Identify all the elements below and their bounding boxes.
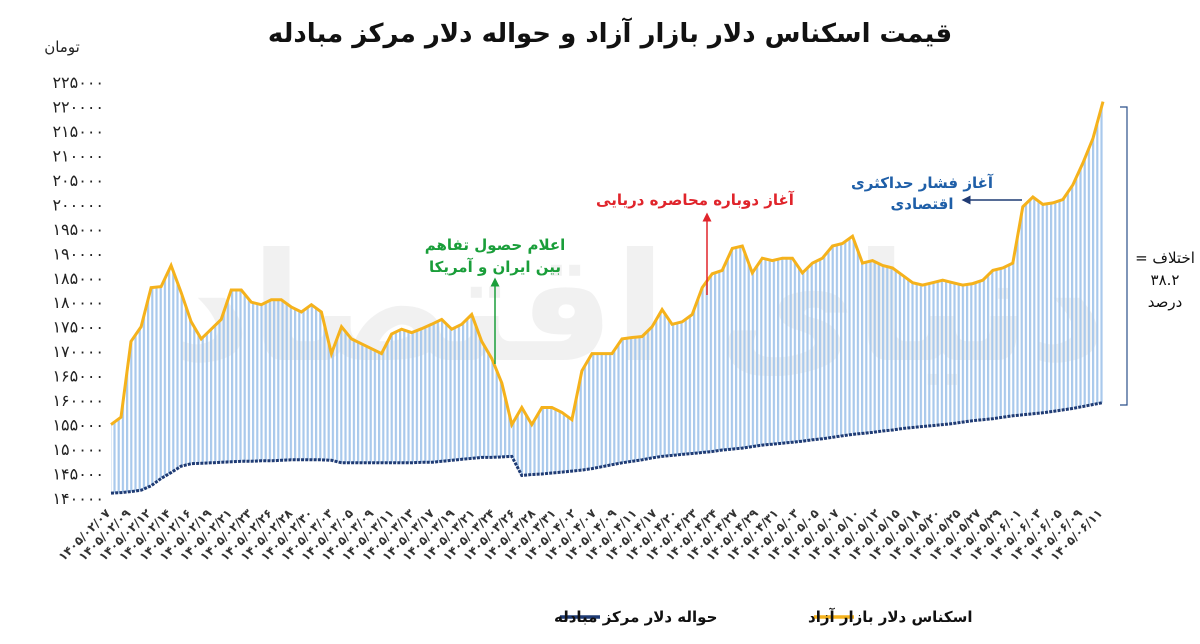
y-tick-label: ۱۶۰۰۰۰ [52, 391, 104, 410]
y-tick-label: ۱۷۵۰۰۰ [52, 318, 104, 337]
y-tick-label: ۲۱۵۰۰۰ [52, 122, 104, 141]
annotation-agreement-line1: اعلام حصول تفاهم [425, 236, 565, 254]
difference-bracket: اختلاف = ۳۸.۲ درصد [1120, 106, 1195, 406]
legend-label-free-market: اسکناس دلار بازار آزاد [808, 608, 973, 626]
legend: اسکناس دلار بازار آزاد حواله دلار مرکز م… [554, 608, 973, 626]
y-tick-label: ۱۵۵۰۰۰ [52, 416, 104, 435]
y-tick-label: ۲۲۰۰۰۰ [52, 98, 104, 117]
y-tick-label: ۲۰۵۰۰۰ [52, 171, 104, 190]
y-tick-label: ۱۸۰۰۰۰ [52, 293, 104, 312]
annotation-max-pressure: آغاز فشار حداکثری اقتصادی [851, 174, 1022, 213]
x-axis-ticks: ۱۴۰۵/۰۲/۰۷۱۴۰۵/۰۲/۰۹۱۴۰۵/۰۲/۱۲۱۴۰۵/۰۲/۱۴… [56, 506, 1106, 564]
y-tick-label: ۱۹۵۰۰۰ [52, 220, 104, 239]
y-axis-unit: تومان [44, 38, 80, 56]
annotation-agreement-line2: بین ایران و آمریکا [429, 258, 561, 276]
difference-bracket-line [1120, 106, 1128, 406]
annotation-agreement: اعلام حصول تفاهم بین ایران و آمریکا [425, 236, 565, 364]
y-tick-label: ۲۰۰۰۰۰ [52, 195, 104, 214]
y-tick-label: ۲۲۵۰۰۰ [52, 73, 104, 92]
annotation-max-pressure-line2: اقتصادی [891, 195, 954, 213]
legend-label-official: حواله دلار مرکز مبادله [554, 608, 717, 626]
y-axis-ticks: ۲۲۵۰۰۰ ۲۲۰۰۰۰ ۲۱۵۰۰۰ ۲۱۰۰۰۰ ۲۰۵۰۰۰ ۲۰۰۰۰۰ ۱۹۵۰… [52, 73, 104, 508]
difference-unit: درصد [1148, 293, 1183, 311]
y-tick-label: ۱۶۵۰۰۰ [52, 367, 104, 386]
y-tick-label: ۱۸۵۰۰۰ [52, 269, 104, 288]
series-line-official [110, 401, 1104, 495]
y-tick-label: ۱۷۰۰۰۰ [52, 342, 104, 361]
annotation-blockade-text: آغاز دوباره محاصره دریایی [596, 191, 795, 209]
difference-value: ۳۸.۲ [1151, 271, 1180, 289]
y-tick-label: ۲۱۰۰۰۰ [52, 146, 104, 165]
y-tick-label: ۱۹۰۰۰۰ [52, 244, 104, 263]
annotation-blockade: آغاز دوباره محاصره دریایی [596, 191, 795, 295]
spread-area [111, 101, 1103, 494]
series-line-free-market [110, 101, 1105, 429]
y-tick-label: ۱۵۰۰۰۰ [52, 440, 104, 459]
annotation-max-pressure-line1: آغاز فشار حداکثری [851, 174, 994, 192]
y-tick-label: ۱۴۵۰۰۰ [52, 465, 104, 484]
chart-title: قیمت اسکناس دلار بازار آزاد و حواله دلار… [268, 17, 952, 49]
y-tick-label: ۱۴۰۰۰۰ [52, 489, 104, 508]
difference-label: اختلاف = [1135, 249, 1195, 267]
